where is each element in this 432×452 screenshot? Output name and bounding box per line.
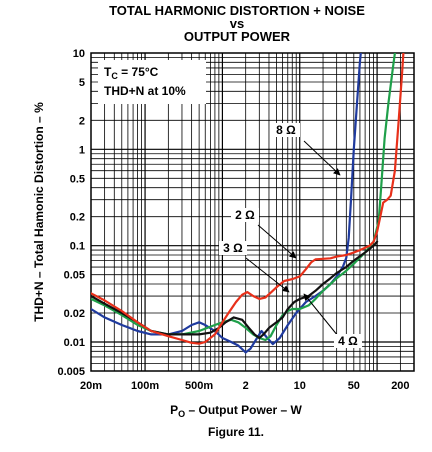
x-tick-label: 10 <box>294 380 306 392</box>
series-lines <box>91 53 405 354</box>
y-tick-label: 0.005 <box>57 366 85 378</box>
conditions-temperature: TC = 75°C <box>104 65 159 81</box>
x-tick-label: 200 <box>391 380 409 392</box>
y-tick-label: 10 <box>73 48 85 60</box>
annotation-arrow <box>303 293 339 337</box>
chart-title-line-2: vs <box>230 16 244 31</box>
annotation-label-bg <box>334 334 362 348</box>
y-axis-label: THD+N – Total Hamonic Distortion – % <box>32 102 46 322</box>
series-line-3 <box>91 240 379 340</box>
annotation-label-bg <box>231 208 259 222</box>
x-tick-label: 20m <box>80 380 102 392</box>
annotation-label-bg <box>219 241 247 255</box>
annotation-label: 3 Ω <box>223 241 243 255</box>
y-tick-label: 0.05 <box>64 270 85 282</box>
chart-title-line-1: TOTAL HARMONIC DISTORTION + NOISE <box>109 3 365 18</box>
chart-title-line-3: OUTPUT POWER <box>184 29 291 44</box>
annotation-label-bg <box>272 123 300 137</box>
x-tick-label: 50 <box>348 380 360 392</box>
y-tick-label: 0.1 <box>70 241 85 253</box>
series-annotations: 8 Ω 2 Ω 3 Ω 4 Ω <box>219 123 362 348</box>
annotation-label: 2 Ω <box>235 208 255 222</box>
annotation-label: 4 Ω <box>338 334 358 348</box>
x-tick-label: 100m <box>131 380 159 392</box>
series-line-4 <box>91 53 405 345</box>
y-tick-label: 0.2 <box>70 212 85 224</box>
figure-caption: Figure 11. <box>208 425 264 439</box>
y-tick-label: 5 <box>79 77 85 89</box>
conditions-box <box>98 60 206 104</box>
annotation-label: 8 Ω <box>276 123 296 137</box>
x-tick-label: 500m <box>185 380 213 392</box>
y-tick-label: 0.02 <box>64 308 85 320</box>
x-tick-label: 2 <box>243 380 249 392</box>
y-tick-label: 2 <box>79 115 85 127</box>
conditions-threshold: THD+N at 10% <box>104 84 186 98</box>
annotation-arrow <box>257 224 297 259</box>
y-tick-labels: 10 5 2 1 0.5 0.2 0.1 0.05 0.02 0.01 0.005 <box>57 48 85 378</box>
y-tick-label: 0.5 <box>70 173 85 185</box>
y-tick-label: 1 <box>79 144 85 156</box>
x-tick-labels: 20m 100m 500m 2 10 50 200 <box>80 380 410 392</box>
annotation-arrow <box>245 257 290 293</box>
annotation-arrow <box>303 140 341 176</box>
y-tick-label: 0.01 <box>64 337 85 349</box>
x-axis-label: PO – Output Power – W <box>170 403 302 419</box>
